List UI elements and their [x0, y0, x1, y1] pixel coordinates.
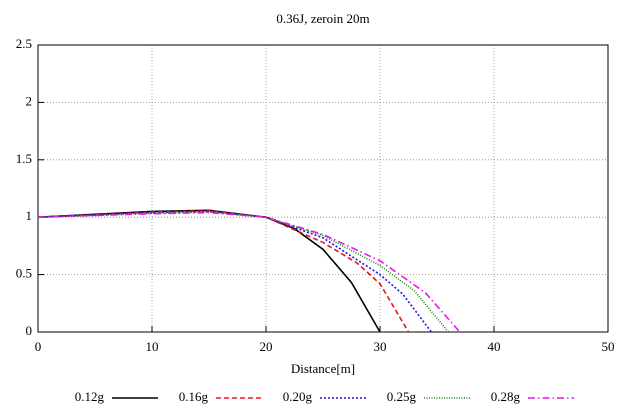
legend-label: 0.28g [491, 389, 521, 404]
x-axis-label: Distance[m] [291, 361, 355, 376]
x-tick-label: 30 [374, 339, 387, 354]
y-tick-label: 1.5 [16, 151, 32, 166]
y-tick-label: 0.5 [16, 266, 32, 281]
y-tick-label: 2.5 [16, 36, 32, 51]
legend-label: 0.12g [75, 389, 105, 404]
legend-label: 0.20g [283, 389, 313, 404]
legend-label: 0.16g [179, 389, 209, 404]
x-tick-label: 50 [602, 339, 615, 354]
y-tick-label: 0 [26, 323, 33, 338]
plot-frame [37, 44, 609, 333]
chart-title: 0.36J, zeroin 20m [276, 11, 369, 26]
legend-label: 0.25g [387, 389, 417, 404]
y-tick-label: 2 [26, 93, 33, 108]
x-tick-label: 20 [260, 339, 273, 354]
x-tick-label: 0 [35, 339, 42, 354]
y-tick-label: 1 [26, 208, 33, 223]
x-tick-label: 10 [146, 339, 159, 354]
series-line [37, 211, 461, 333]
x-tick-label: 40 [488, 339, 501, 354]
